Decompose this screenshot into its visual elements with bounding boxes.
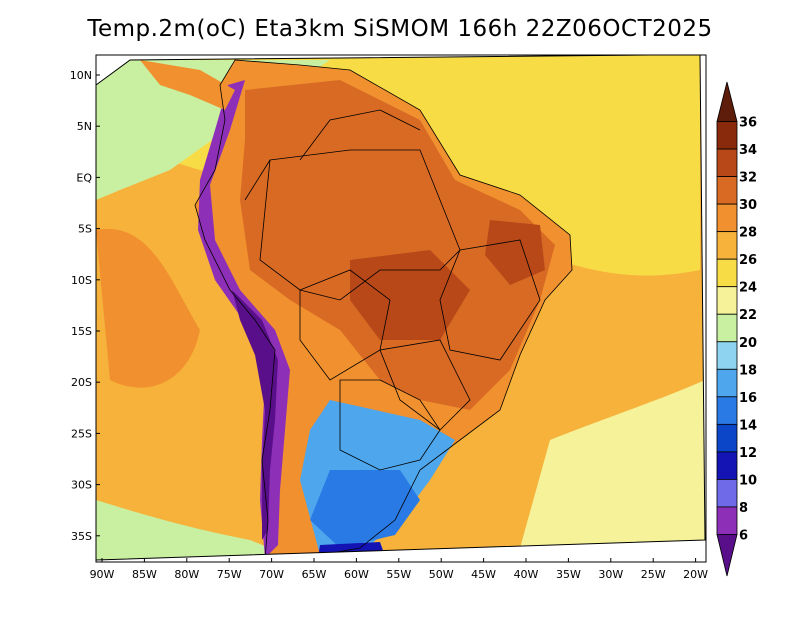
colorbar-bottom-triangle [716,534,738,577]
longitude-tick-label: 25W [641,568,666,581]
colorbar-level-label: 34 [739,143,757,158]
colorbar-swatch [716,451,738,480]
temperature-field [96,55,705,560]
colorbar-level-label: 24 [739,281,757,296]
colorbar-swatch [716,423,738,453]
colorbar-level-label: 22 [739,308,757,323]
colorbar-level-label: 12 [739,446,757,461]
colorbar-swatch [716,176,738,205]
colorbar-swatch [716,506,738,535]
longitude-tick-label: 55W [386,568,411,581]
pacific-south-band [96,500,300,560]
andes-highest [232,290,278,540]
latitude-tick-label: 20S [71,376,92,389]
colorbar-swatch [716,313,738,343]
longitude-tick-label: 60W [344,568,369,581]
map-title: Temp.2m(oC) Eta3km SiSMOM 166h 22Z06OCT2… [87,16,713,42]
colorbar-level-label: 16 [739,391,757,406]
colorbar-swatch [716,148,738,177]
latitude-axis: 10N 5N EQ 5S 10S 15S 20S 25S 30S 35S [70,69,100,543]
longitude-tick-label: 45W [471,568,496,581]
colorbar-swatch [716,341,738,370]
colorbar-swatch [716,286,738,315]
colorbar-level-label: 20 [739,336,757,351]
longitude-tick-label: 30W [598,568,623,581]
longitude-tick-label: 80W [174,568,199,581]
longitude-tick-label: 75W [217,568,242,581]
colorbar-level-label: 32 [739,171,757,186]
latitude-tick-label: 25S [71,427,92,440]
colorbar-swatch [716,396,738,425]
colorbar-level-label: 26 [739,253,757,268]
colorbar-swatch [716,368,738,398]
amazon-hot-core [240,80,555,410]
latitude-tick-label: 35S [71,530,92,543]
longitude-tick-label: 90W [90,568,115,581]
longitude-tick-label: 35W [556,568,581,581]
colorbar-level-label: 30 [739,198,757,213]
colorbar-swatch [716,479,738,508]
colorbar-swatch [716,121,738,150]
latitude-tick-label: 10S [71,274,92,287]
colorbar-level-label: 14 [739,418,757,433]
pampas-cold [310,470,420,548]
longitude-tick-label: 85W [132,568,157,581]
longitude-tick-label: 40W [514,568,539,581]
colorbar-level-label: 28 [739,226,757,241]
colorbar-top-triangle [716,81,738,122]
colorbar-swatch [716,258,738,288]
longitude-tick-label: 20W [683,568,708,581]
colorbar-level-label: 36 [739,116,757,131]
latitude-tick-label: EQ [76,171,92,184]
colorbar-swatch [716,203,738,233]
ocean-south-band [520,380,705,548]
latitude-tick-label: 30S [71,479,92,492]
latitude-tick-label: 5N [77,120,92,133]
colorbar-level-label: 10 [739,473,757,488]
colorbar-level-label: 8 [739,501,748,516]
longitude-axis: 90W 85W 80W 75W 70W 65W 60W 55W 50W 45W 40W 35W 30W 2… [90,558,708,581]
colorbar-level-label: 6 [739,528,748,543]
longitude-tick-label: 50W [429,568,454,581]
latitude-tick-label: 5S [78,223,92,236]
central-america [140,60,235,110]
colorbar-swatch [716,231,738,260]
longitude-tick-label: 65W [302,568,327,581]
colorbar: 36 34 32 30 28 26 24 22 20 18 16 14 12 10 8 6 [716,81,757,577]
latitude-tick-label: 15S [71,325,92,338]
latitude-tick-label: 10N [70,69,92,82]
longitude-tick-label: 70W [259,568,284,581]
pacific-warm-patch [96,228,200,388]
plot-border [95,54,707,563]
interior-hottest-spots [350,250,470,340]
colorbar-level-label: 18 [739,363,757,378]
